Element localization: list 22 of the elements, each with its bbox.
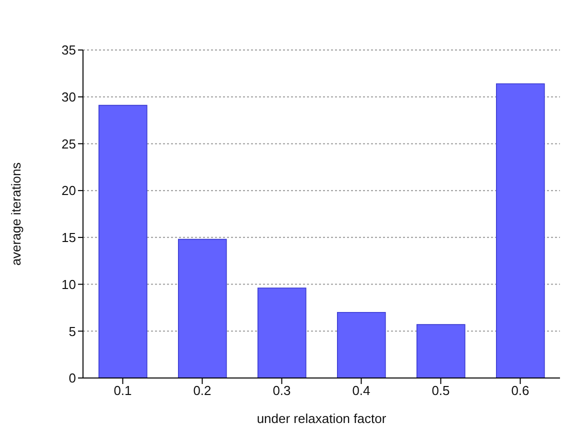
y-tick-label: 0 bbox=[68, 370, 76, 386]
bar bbox=[98, 104, 148, 378]
bar bbox=[337, 312, 386, 378]
x-tick-label: 0.5 bbox=[432, 383, 450, 398]
x-tick-label: 0.4 bbox=[352, 383, 370, 398]
bar bbox=[416, 324, 466, 378]
y-tick-label: 10 bbox=[62, 276, 76, 292]
y-tick-label: 20 bbox=[62, 183, 76, 198]
bar bbox=[258, 288, 306, 378]
x-tick-label: 0.6 bbox=[511, 383, 530, 398]
bar bbox=[178, 238, 227, 378]
y-tick-label: 15 bbox=[62, 230, 76, 246]
x-tick-label: 0.2 bbox=[193, 383, 212, 398]
y-tick-label: 30 bbox=[62, 89, 76, 104]
x-tick-label: 0.1 bbox=[114, 383, 132, 398]
y-axis-title: average iterations bbox=[8, 162, 24, 266]
x-tick-label: 0.3 bbox=[272, 383, 291, 398]
y-tick-label: 25 bbox=[62, 136, 76, 152]
x-axis-title: under relaxation factor bbox=[256, 411, 387, 426]
bar bbox=[496, 83, 545, 378]
y-tick-label: 35 bbox=[62, 42, 76, 58]
y-tick-label: 5 bbox=[68, 324, 76, 339]
